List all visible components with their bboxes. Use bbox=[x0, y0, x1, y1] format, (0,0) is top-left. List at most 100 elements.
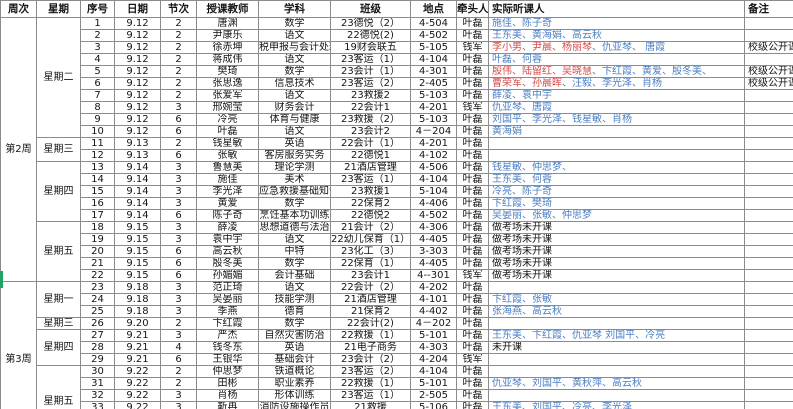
leader-cell[interactable]: 叶磊 bbox=[456, 29, 489, 42]
period-cell[interactable]: 2 bbox=[160, 89, 197, 102]
period-cell[interactable]: 2 bbox=[160, 17, 197, 30]
class-cell[interactable]: 23救援（2） bbox=[330, 113, 411, 126]
leader-cell[interactable]: 叶磊 bbox=[456, 125, 489, 138]
date-cell[interactable]: 9.21 bbox=[114, 353, 161, 366]
seq-cell[interactable]: 6 bbox=[80, 77, 115, 90]
class-cell[interactable]: 23客运（1） bbox=[330, 173, 411, 186]
listeners-cell[interactable]: 做考场未开课 bbox=[488, 221, 745, 234]
date-cell[interactable]: 9.22 bbox=[114, 365, 161, 378]
location-cell[interactable]: 4-101 bbox=[410, 293, 457, 306]
teacher-cell[interactable]: 李光泽 bbox=[196, 185, 259, 198]
seq-cell[interactable]: 14 bbox=[80, 173, 115, 186]
period-cell[interactable]: 2 bbox=[160, 77, 197, 90]
subject-cell[interactable]: 语文 bbox=[258, 53, 331, 66]
day-cell[interactable]: 星期三 bbox=[36, 137, 81, 162]
location-cell[interactable]: 4-303 bbox=[410, 341, 457, 354]
location-cell[interactable]: 2-405 bbox=[410, 77, 457, 90]
date-cell[interactable]: 9.22 bbox=[114, 401, 161, 409]
class-cell[interactable]: 23会计1 bbox=[330, 269, 411, 282]
teacher-cell[interactable]: 钱冬东 bbox=[196, 341, 259, 354]
subject-cell[interactable]: 德育 bbox=[258, 305, 331, 318]
seq-cell[interactable]: 17 bbox=[80, 209, 115, 222]
seq-cell[interactable]: 2 bbox=[80, 29, 115, 42]
subject-cell[interactable]: 语文 bbox=[258, 89, 331, 102]
period-cell[interactable]: 6 bbox=[160, 269, 197, 282]
listeners-cell[interactable]: 刘国平、李光泽、钱星敏、肖杨 bbox=[488, 113, 745, 126]
date-cell[interactable]: 9.15 bbox=[114, 245, 161, 258]
remark-cell[interactable] bbox=[744, 377, 793, 390]
listeners-cell[interactable] bbox=[488, 365, 745, 378]
leader-cell[interactable]: 叶磊 bbox=[456, 89, 489, 102]
listeners-cell[interactable]: 做考场未开课 bbox=[488, 257, 745, 270]
location-cell[interactable]: 4-405 bbox=[410, 233, 457, 246]
leader-cell[interactable]: 叶磊 bbox=[456, 149, 489, 162]
seq-cell[interactable]: 27 bbox=[80, 329, 115, 342]
date-cell[interactable]: 9.14 bbox=[114, 209, 161, 222]
leader-cell[interactable]: 钱军 bbox=[456, 41, 489, 54]
leader-cell[interactable]: 叶磊 bbox=[456, 365, 489, 378]
date-cell[interactable]: 9.22 bbox=[114, 377, 161, 390]
period-cell[interactable]: 3 bbox=[160, 293, 197, 306]
date-cell[interactable]: 9.15 bbox=[114, 233, 161, 246]
class-cell[interactable]: 22保育（1） bbox=[330, 257, 411, 270]
subject-cell[interactable]: 美术 bbox=[258, 173, 331, 186]
date-cell[interactable]: 9.13 bbox=[114, 137, 161, 150]
week-cell[interactable]: 第2周 bbox=[0, 17, 37, 282]
col-header-date[interactable]: 日期 bbox=[114, 0, 161, 18]
col-header-location[interactable]: 地点 bbox=[410, 0, 457, 18]
location-cell[interactable]: 4-104 bbox=[410, 173, 457, 186]
listeners-cell[interactable]: 卞红霞、樊琦 bbox=[488, 197, 745, 210]
subject-cell[interactable]: 会计基础 bbox=[258, 269, 331, 282]
col-header-week[interactable]: 周次 bbox=[0, 0, 37, 18]
class-cell[interactable]: 22德悦(2) bbox=[330, 29, 411, 42]
listeners-cell[interactable]: 冷亮、陈子奇 bbox=[488, 185, 745, 198]
subject-cell[interactable]: 语文 bbox=[258, 233, 331, 246]
class-cell[interactable]: 23会计（2） bbox=[330, 353, 411, 366]
period-cell[interactable]: 2 bbox=[160, 41, 197, 54]
remark-cell[interactable] bbox=[744, 281, 793, 294]
remark-cell[interactable] bbox=[744, 329, 793, 342]
listeners-cell[interactable]: 李小男、尹晨、杨丽琴、仇亚琴、 唐霞 bbox=[488, 41, 745, 54]
class-cell[interactable]: 19财会联五 bbox=[330, 41, 411, 54]
subject-cell[interactable]: 烹饪基本功训练 bbox=[258, 209, 331, 222]
col-header-remark[interactable]: 备注 bbox=[744, 0, 793, 18]
teacher-cell[interactable]: 肖杨 bbox=[196, 389, 259, 402]
location-cell[interactable]: 5-105 bbox=[410, 41, 457, 54]
period-cell[interactable]: 3 bbox=[160, 305, 197, 318]
seq-cell[interactable]: 9 bbox=[80, 113, 115, 126]
location-cell[interactable]: 4-406 bbox=[410, 197, 457, 210]
class-cell[interactable]: 22会计（2） bbox=[330, 281, 411, 294]
listeners-cell[interactable]: 施佳、陈子奇 bbox=[488, 17, 745, 30]
seq-cell[interactable]: 21 bbox=[80, 257, 115, 270]
location-cell[interactable]: 4-201 bbox=[410, 101, 457, 114]
teacher-cell[interactable]: 靳冉 bbox=[196, 401, 259, 409]
subject-cell[interactable]: 税申报与会计处理 bbox=[258, 41, 331, 54]
subject-cell[interactable]: 体育与健康 bbox=[258, 113, 331, 126]
period-cell[interactable]: 2 bbox=[160, 29, 197, 42]
remark-cell[interactable] bbox=[744, 305, 793, 318]
period-cell[interactable]: 3 bbox=[160, 281, 197, 294]
leader-cell[interactable]: 叶磊 bbox=[456, 305, 489, 318]
period-cell[interactable]: 6 bbox=[160, 209, 197, 222]
class-cell[interactable]: 21酒店管理 bbox=[330, 161, 411, 174]
leader-cell[interactable]: 叶磊 bbox=[456, 161, 489, 174]
teacher-cell[interactable]: 袁中宇 bbox=[196, 233, 259, 246]
date-cell[interactable]: 9.18 bbox=[114, 293, 161, 306]
seq-cell[interactable]: 1 bbox=[80, 17, 115, 30]
period-cell[interactable]: 3 bbox=[160, 389, 197, 402]
class-cell[interactable]: 22会计1 bbox=[330, 101, 411, 114]
leader-cell[interactable]: 叶磊 bbox=[456, 293, 489, 306]
class-cell[interactable]: 23救援1 bbox=[330, 185, 411, 198]
date-cell[interactable]: 9.20 bbox=[114, 317, 161, 330]
listeners-cell[interactable]: 薛凌、袁中宇 bbox=[488, 89, 745, 102]
subject-cell[interactable]: 客房服务实务 bbox=[258, 149, 331, 162]
col-header-listeners[interactable]: 实际听课人 bbox=[488, 0, 745, 18]
date-cell[interactable]: 9.12 bbox=[114, 89, 161, 102]
seq-cell[interactable]: 33 bbox=[80, 401, 115, 409]
period-cell[interactable]: 2 bbox=[160, 65, 197, 78]
listeners-cell[interactable]: 卞红霞、张敏 bbox=[488, 293, 745, 306]
remark-cell[interactable] bbox=[744, 245, 793, 258]
date-cell[interactable]: 9.14 bbox=[114, 197, 161, 210]
listeners-cell[interactable] bbox=[488, 149, 745, 162]
col-header-period[interactable]: 节次 bbox=[160, 0, 197, 18]
